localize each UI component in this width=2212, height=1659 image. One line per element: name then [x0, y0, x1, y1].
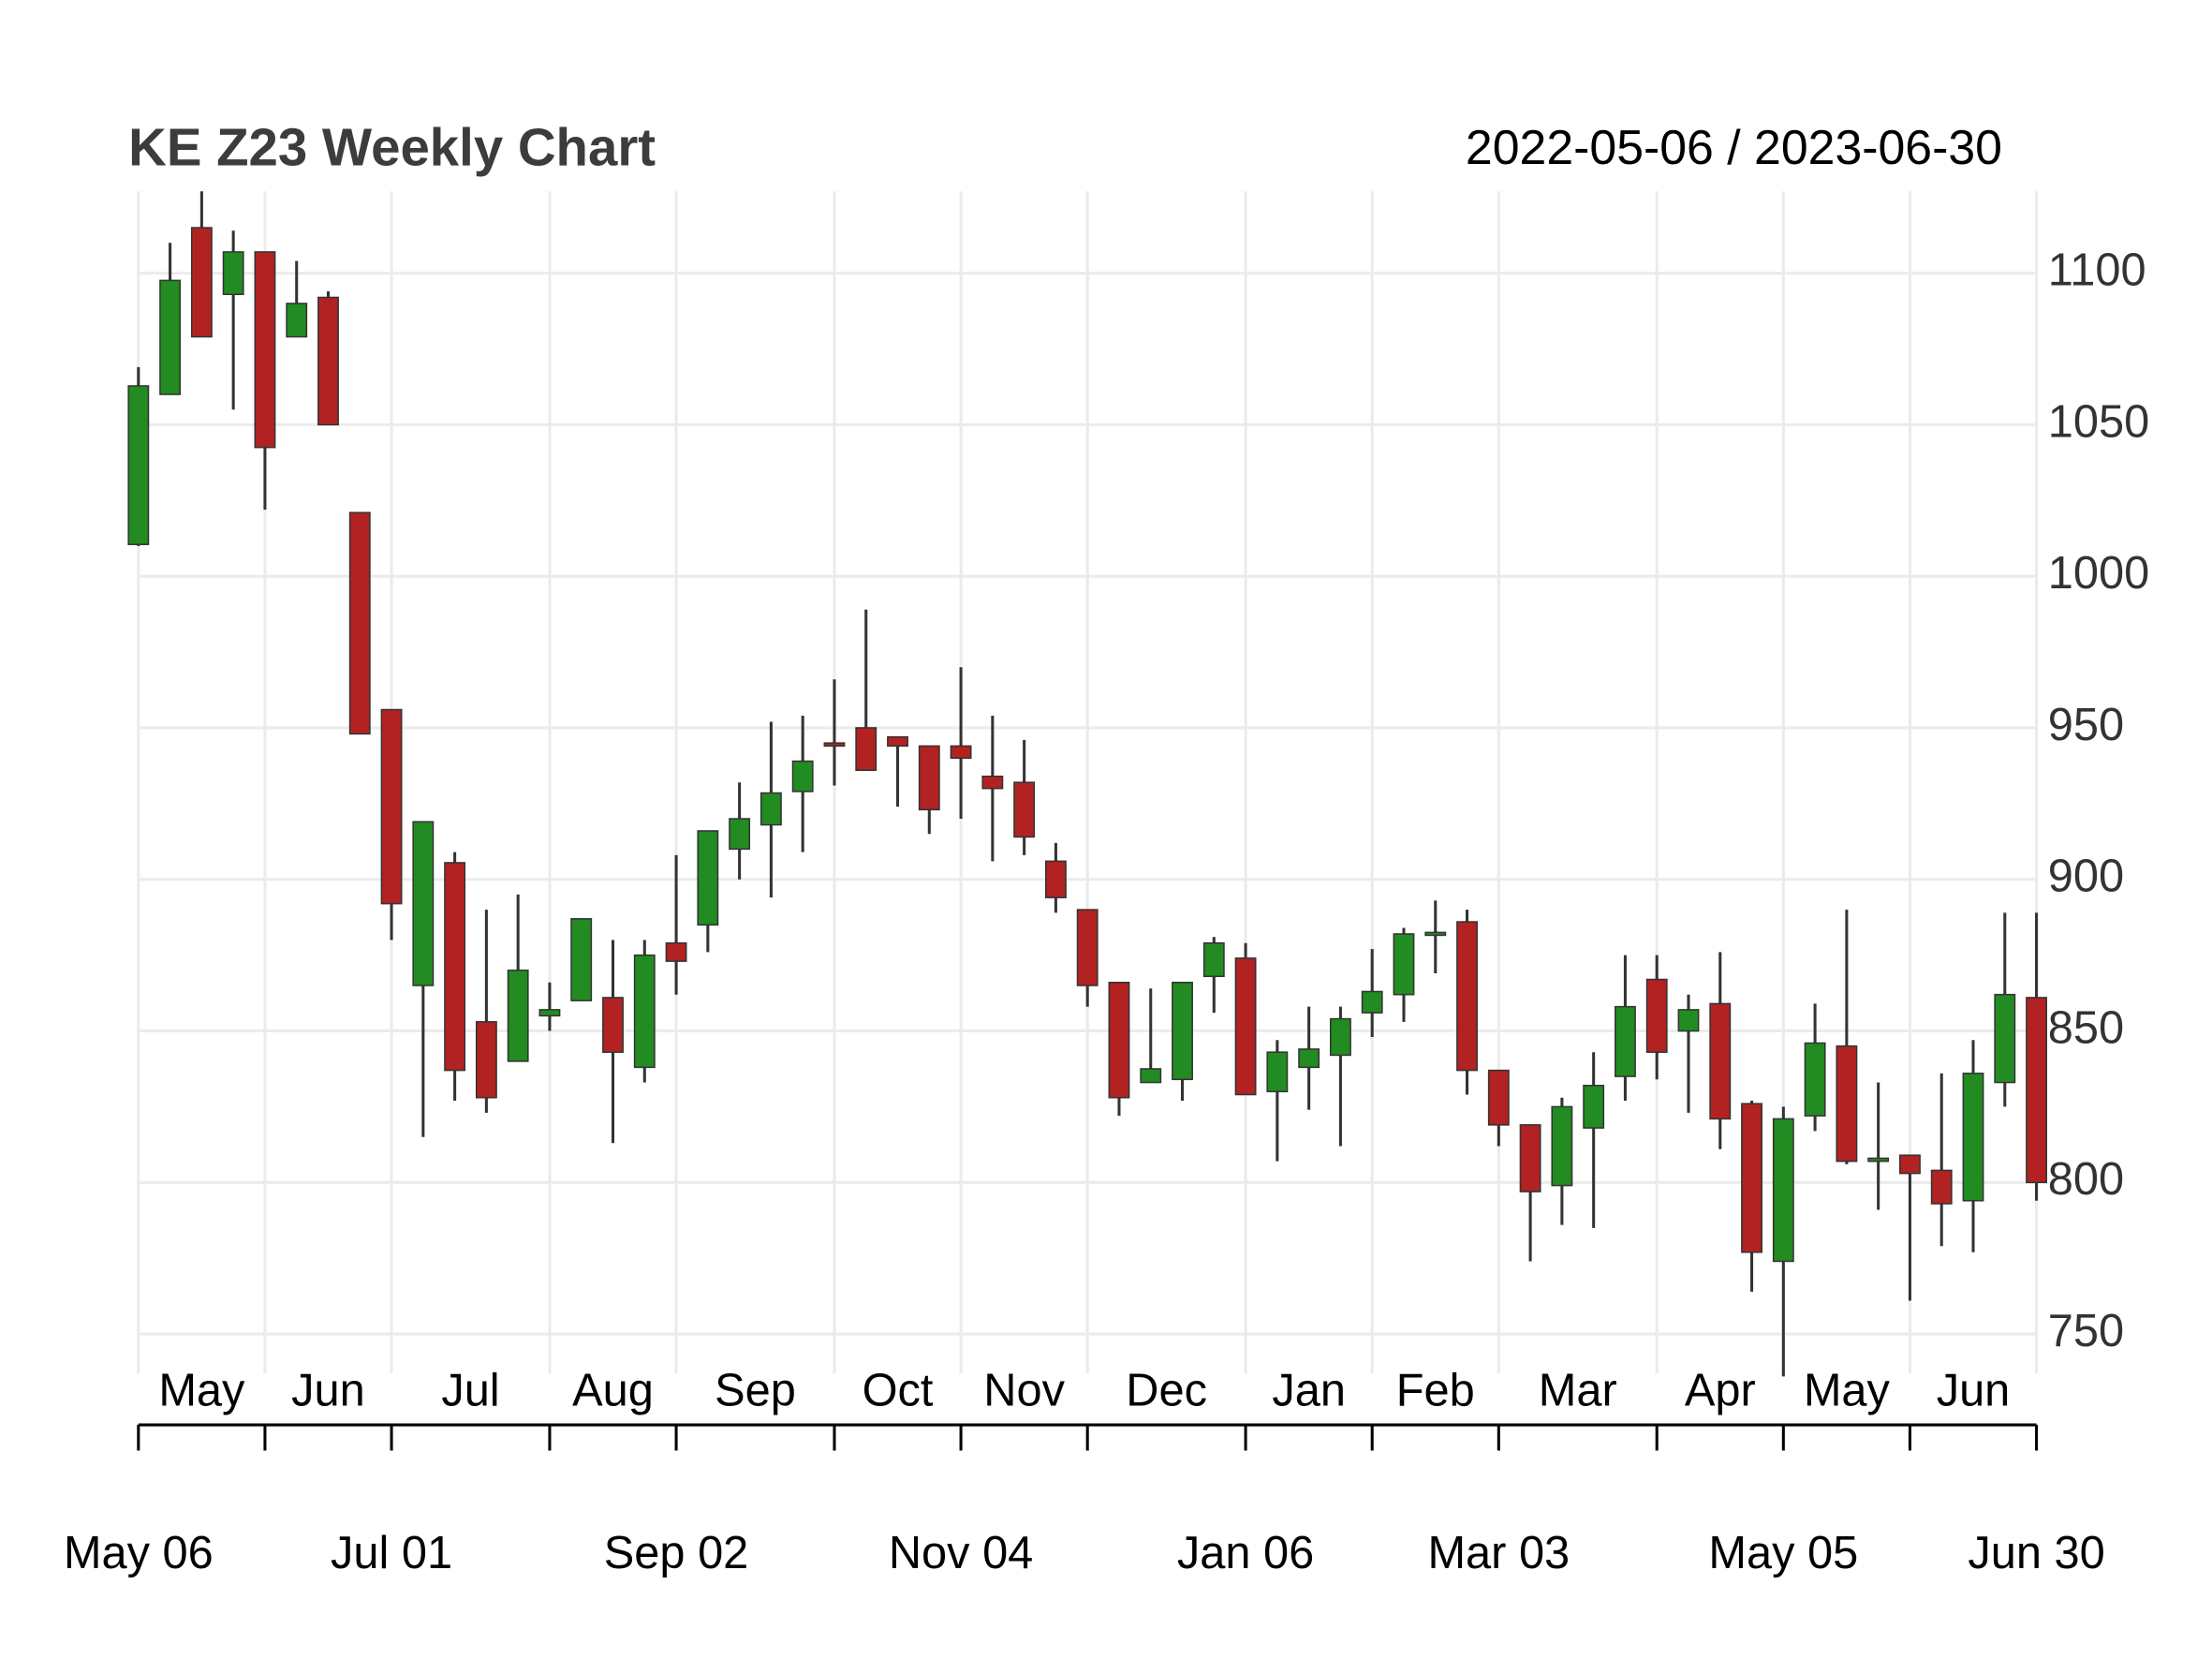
- candle-body: [950, 745, 972, 760]
- candle-body: [1709, 1002, 1732, 1120]
- candle-body: [981, 775, 1004, 790]
- candle-body: [1930, 1169, 1953, 1205]
- month-label: Jul: [441, 1365, 499, 1415]
- y-tick-label: 850: [2048, 1002, 2124, 1053]
- candle-body: [759, 792, 782, 826]
- candle-body: [1140, 1068, 1162, 1084]
- candle-body: [475, 1021, 497, 1099]
- candle-body: [348, 511, 371, 735]
- x-tick-label: May 05: [1708, 1528, 1858, 1578]
- candle-body: [1298, 1048, 1320, 1069]
- candle-body: [1645, 978, 1668, 1053]
- month-label: Jun: [291, 1365, 365, 1415]
- candle-body: [1994, 993, 2016, 1084]
- candle-body: [665, 941, 687, 962]
- candle-body: [1836, 1044, 1858, 1163]
- candle-body: [1361, 990, 1383, 1014]
- candle-body: [1234, 957, 1257, 1096]
- candle-body: [602, 997, 624, 1053]
- y-tick-label: 1000: [2048, 548, 2149, 599]
- y-tick-label: 1100: [2048, 244, 2146, 295]
- month-label: May: [1804, 1365, 1891, 1415]
- y-tick-label: 750: [2048, 1306, 2124, 1356]
- candle-body: [1583, 1085, 1605, 1129]
- x-tick-label: May 06: [64, 1528, 214, 1578]
- y-tick-label: 950: [2048, 700, 2124, 750]
- candle-body: [1172, 982, 1193, 1081]
- chart-title: KE Z23 Weekly Chart: [128, 117, 656, 176]
- candle-body: [1772, 1118, 1794, 1263]
- candle-body: [823, 742, 846, 748]
- y-tick-label: 1050: [2048, 396, 2149, 447]
- month-label: Dec: [1126, 1365, 1207, 1415]
- candle-body: [1044, 860, 1067, 898]
- candle-body: [1962, 1073, 1984, 1202]
- candle-body: [317, 296, 339, 426]
- candle-body: [1013, 781, 1036, 838]
- candle-body: [729, 818, 751, 851]
- candle-body: [254, 251, 276, 449]
- candle-body: [1108, 982, 1130, 1099]
- candle-body: [222, 251, 244, 296]
- x-tick-label: Sep 02: [604, 1528, 749, 1578]
- candle-body: [190, 227, 213, 338]
- candle-body: [1424, 931, 1447, 937]
- x-tick-label: Jul 01: [331, 1528, 452, 1578]
- candle-body: [887, 735, 908, 748]
- month-label: Aug: [572, 1365, 654, 1415]
- candle-body: [697, 830, 719, 926]
- candle-body: [1329, 1017, 1351, 1057]
- candle-body: [159, 279, 182, 395]
- candle-body: [1867, 1157, 1890, 1163]
- candle-body: [1202, 941, 1225, 978]
- candle-body: [1804, 1042, 1826, 1117]
- month-label: Jan: [1272, 1365, 1346, 1415]
- candle-body: [1393, 933, 1415, 996]
- y-tick-label: 900: [2048, 852, 2124, 902]
- candle-body: [2026, 997, 2047, 1184]
- candle-body: [538, 1009, 561, 1017]
- candle-body: [380, 708, 403, 905]
- candle-body: [1519, 1124, 1541, 1192]
- candle-body: [633, 954, 656, 1069]
- month-label: Oct: [863, 1365, 934, 1415]
- month-label: May: [158, 1365, 245, 1415]
- candle-body: [1551, 1105, 1573, 1187]
- candle-body: [507, 970, 529, 1062]
- candle-body: [286, 303, 308, 338]
- month-label: Sep: [715, 1365, 796, 1415]
- month-label: Feb: [1396, 1365, 1475, 1415]
- candle-body: [1456, 921, 1478, 1072]
- chart-subtitle: 2022-05-06 / 2023-06-30: [1466, 120, 2002, 174]
- y-tick-label: 800: [2048, 1154, 2124, 1205]
- candle-body: [1266, 1051, 1289, 1093]
- candle-body: [1899, 1154, 1921, 1175]
- candle-body: [127, 385, 150, 545]
- month-label: Nov: [983, 1365, 1065, 1415]
- x-tick-label: Jun 30: [1968, 1528, 2104, 1578]
- candle-body: [1615, 1005, 1636, 1077]
- candle-body: [1487, 1069, 1510, 1126]
- x-tick-label: Nov 04: [889, 1528, 1033, 1578]
- x-tick-label: Mar 03: [1427, 1528, 1570, 1578]
- month-label: Apr: [1685, 1365, 1756, 1415]
- candle-body: [570, 918, 593, 1001]
- candle-body: [444, 862, 466, 1072]
- candle-body: [1677, 1009, 1700, 1032]
- candle-body: [412, 821, 435, 986]
- candle-body: [1076, 909, 1099, 986]
- candle-body: [918, 745, 940, 811]
- month-label: Jun: [1937, 1365, 2011, 1415]
- candle-body: [1741, 1103, 1762, 1253]
- month-label: Mar: [1539, 1365, 1617, 1415]
- candle-body: [791, 760, 814, 792]
- candle-body: [855, 727, 877, 772]
- x-tick-label: Jan 06: [1177, 1528, 1314, 1578]
